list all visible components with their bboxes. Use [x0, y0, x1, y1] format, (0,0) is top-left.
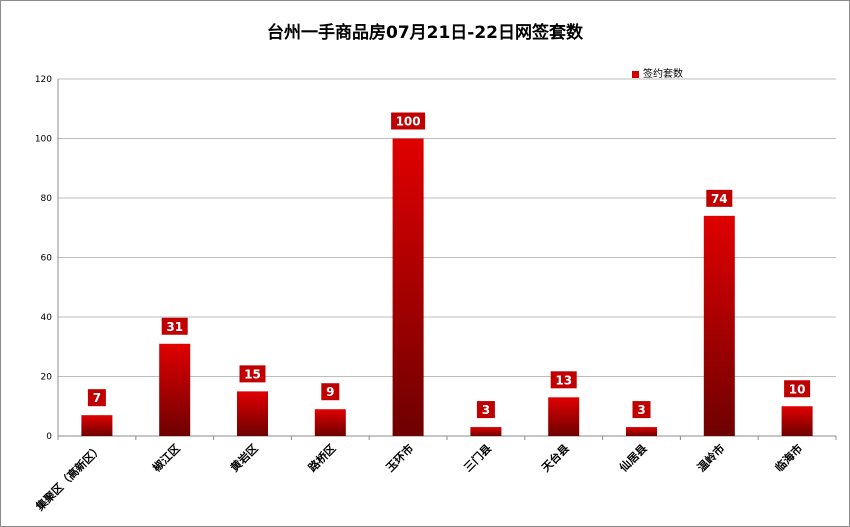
- data-label-text: 7: [93, 391, 101, 405]
- bar-1: [159, 343, 191, 436]
- data-label-6: 13: [550, 371, 577, 389]
- data-label-4: 100: [391, 112, 426, 130]
- y-tick-label-0: 0: [46, 432, 52, 442]
- bar-3: [314, 409, 346, 436]
- x-tick-label-2: 黄岩区: [227, 441, 260, 474]
- y-tick-label-60: 60: [41, 254, 53, 264]
- bar-5: [470, 427, 502, 436]
- data-label-text: 3: [482, 403, 490, 417]
- x-tick-label-4: 玉环市: [383, 441, 416, 474]
- x-tick-label-6: 天台县: [539, 441, 572, 474]
- data-label-3: 9: [321, 383, 340, 401]
- x-tick-label-5: 三门县: [461, 441, 494, 474]
- y-tick-label-100: 100: [35, 135, 52, 145]
- data-label-text: 9: [326, 385, 334, 399]
- data-label-bg: [706, 189, 733, 207]
- bar-9: [781, 406, 813, 436]
- data-label-bg: [321, 383, 340, 401]
- x-tick-label-8: 温岭市: [694, 441, 727, 474]
- data-label-8: 74: [706, 189, 733, 207]
- data-label-bg: [239, 365, 266, 383]
- data-label-bg: [784, 380, 811, 398]
- data-label-text: 100: [396, 115, 421, 129]
- x-tick-label-9: 临海市: [772, 441, 805, 474]
- x-tick-label-7: 仙居县: [616, 441, 649, 474]
- data-label-text: 74: [711, 192, 728, 206]
- data-label-9: 10: [784, 380, 811, 398]
- y-tick-label-80: 80: [41, 194, 53, 204]
- data-labels: 7 31 15 9 100 3 13 3 74 10: [87, 112, 811, 419]
- data-label-bg: [632, 401, 651, 419]
- bar-8: [703, 215, 735, 436]
- data-label-1: 31: [161, 317, 188, 335]
- data-label-text: 15: [244, 367, 261, 381]
- data-label-2: 15: [239, 365, 266, 383]
- data-label-bg: [161, 317, 188, 335]
- data-label-text: 10: [789, 382, 806, 396]
- bar-6: [548, 397, 580, 436]
- bars: [81, 138, 813, 436]
- bar-4: [392, 138, 424, 436]
- bar-7: [626, 427, 657, 436]
- bar-0: [81, 415, 113, 436]
- x-tick-label-3: 路桥区: [305, 441, 338, 474]
- data-label-bg: [550, 371, 577, 389]
- data-label-bg: [87, 389, 106, 407]
- chart-title: 台州一手商品房07月21日-22日网签套数: [266, 23, 584, 43]
- data-label-bg: [476, 401, 495, 419]
- data-label-text: 31: [166, 320, 183, 334]
- y-tick-labels: 0 20 40 60 80 100 120: [35, 75, 52, 442]
- y-tick-label-120: 120: [35, 75, 52, 85]
- x-tick-labels: 集聚区（高新区） 椒江区 黄岩区 路桥区 玉环市 三门县 天台县 仙居县 温岭市 临海市: [32, 441, 805, 514]
- data-label-text: 3: [637, 403, 645, 417]
- y-tick-label-20: 20: [41, 373, 53, 383]
- data-label-5: 3: [476, 401, 495, 419]
- bar-2: [237, 391, 268, 436]
- data-label-0: 7: [87, 389, 106, 407]
- legend-swatch: [632, 70, 639, 78]
- legend: 签约套数: [632, 65, 683, 80]
- x-tick-label-1: 椒江区: [150, 441, 183, 474]
- x-tick-label-0: 集聚区（高新区）: [32, 441, 105, 514]
- y-tick-label-40: 40: [41, 313, 53, 323]
- data-label-text: 13: [555, 373, 572, 387]
- legend-label: 签约套数: [643, 69, 683, 80]
- data-label-7: 3: [632, 401, 651, 419]
- data-label-bg: [391, 112, 426, 130]
